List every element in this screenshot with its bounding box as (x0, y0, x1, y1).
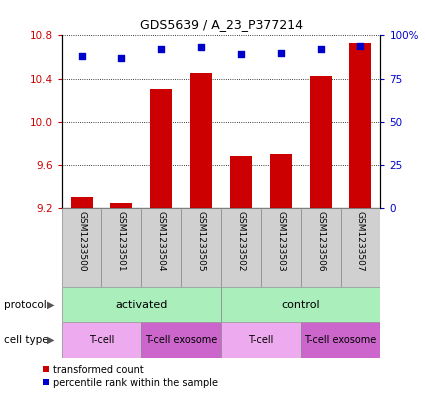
Bar (62, 287, 221, 322)
Point (118, 55, 125, 61)
Bar (110, 203, 132, 208)
Bar (221, 287, 380, 322)
Bar (141, 208, 181, 287)
Point (238, 51, 244, 57)
Text: GSM1233505: GSM1233505 (197, 211, 206, 271)
Text: T-cell exosome: T-cell exosome (145, 335, 217, 345)
Text: protocol: protocol (4, 299, 47, 310)
Point (198, 44, 204, 51)
Text: GSM1233506: GSM1233506 (316, 211, 325, 271)
Bar (230, 156, 252, 208)
Text: GSM1233500: GSM1233500 (77, 211, 86, 271)
Bar (300, 208, 340, 287)
Point (357, 42, 364, 49)
Point (317, 46, 324, 52)
Bar (181, 208, 221, 287)
Text: activated: activated (115, 299, 167, 310)
Bar (150, 90, 172, 208)
Bar (62, 208, 102, 287)
Bar (141, 322, 221, 358)
Bar (221, 322, 300, 358)
Bar (349, 43, 371, 208)
Bar (310, 77, 332, 208)
Text: ▶: ▶ (47, 335, 55, 345)
Text: GSM1233503: GSM1233503 (276, 211, 285, 271)
Text: control: control (281, 299, 320, 310)
Text: T-cell: T-cell (248, 335, 274, 345)
Text: GSM1233501: GSM1233501 (117, 211, 126, 271)
Text: ▶: ▶ (47, 299, 55, 310)
Bar (340, 208, 380, 287)
Point (158, 46, 164, 52)
Text: T-cell: T-cell (89, 335, 114, 345)
Bar (221, 208, 261, 287)
Point (78, 53, 85, 59)
Text: GSM1233504: GSM1233504 (157, 211, 166, 271)
Text: cell type: cell type (4, 335, 49, 345)
Bar (261, 208, 300, 287)
Bar (62, 322, 141, 358)
Legend: transformed count, percentile rank within the sample: transformed count, percentile rank withi… (39, 361, 222, 391)
Bar (71, 197, 93, 208)
Text: GSM1233502: GSM1233502 (236, 211, 245, 271)
Title: GDS5639 / A_23_P377214: GDS5639 / A_23_P377214 (139, 18, 303, 31)
Bar (270, 154, 292, 208)
Text: T-cell exosome: T-cell exosome (304, 335, 377, 345)
Point (278, 50, 284, 56)
Bar (102, 208, 141, 287)
Text: GSM1233507: GSM1233507 (356, 211, 365, 271)
Bar (300, 322, 380, 358)
Bar (190, 73, 212, 208)
